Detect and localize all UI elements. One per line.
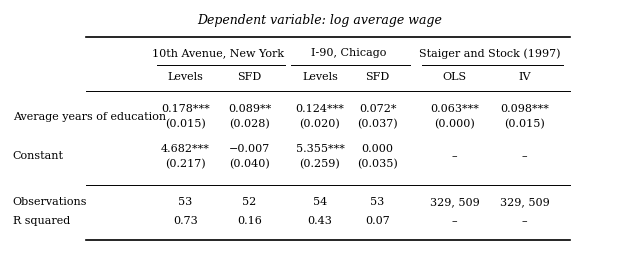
Text: –: – [452, 216, 457, 226]
Text: Average years of education: Average years of education [13, 112, 166, 122]
Text: (0.020): (0.020) [300, 119, 340, 130]
Text: –: – [522, 216, 527, 226]
Text: 0.43: 0.43 [308, 216, 332, 226]
Text: (0.035): (0.035) [357, 159, 398, 169]
Text: 0.000: 0.000 [362, 144, 394, 154]
Text: 54: 54 [313, 197, 327, 207]
Text: I-90, Chicago: I-90, Chicago [311, 48, 387, 58]
Text: 0.089**: 0.089** [228, 104, 271, 114]
Text: (0.217): (0.217) [165, 159, 206, 169]
Text: –: – [522, 151, 527, 161]
Text: Constant: Constant [13, 151, 64, 161]
Text: (0.015): (0.015) [504, 119, 545, 130]
Text: OLS: OLS [442, 72, 467, 83]
Text: 0.063***: 0.063*** [430, 104, 479, 114]
Text: 10th Avenue, New York: 10th Avenue, New York [152, 48, 284, 58]
Text: 0.178***: 0.178*** [161, 104, 210, 114]
Text: (0.259): (0.259) [300, 159, 340, 169]
Text: 53: 53 [371, 197, 385, 207]
Text: (0.015): (0.015) [165, 119, 206, 130]
Text: R squared: R squared [13, 216, 70, 226]
Text: (0.000): (0.000) [434, 119, 475, 130]
Text: SFD: SFD [237, 72, 262, 83]
Text: 0.124***: 0.124*** [296, 104, 344, 114]
Text: 329, 509: 329, 509 [500, 197, 550, 207]
Text: Staiger and Stock (1997): Staiger and Stock (1997) [419, 48, 561, 59]
Text: 52: 52 [243, 197, 257, 207]
Text: 0.098***: 0.098*** [500, 104, 549, 114]
Text: Dependent variable: log average wage: Dependent variable: log average wage [198, 14, 442, 27]
Text: Observations: Observations [13, 197, 87, 207]
Text: (0.040): (0.040) [229, 159, 270, 169]
Text: Levels: Levels [168, 72, 204, 83]
Text: (0.037): (0.037) [357, 119, 398, 130]
Text: 0.73: 0.73 [173, 216, 198, 226]
Text: 329, 509: 329, 509 [429, 197, 479, 207]
Text: 0.16: 0.16 [237, 216, 262, 226]
Text: 5.355***: 5.355*** [296, 144, 344, 154]
Text: 4.682***: 4.682*** [161, 144, 210, 154]
Text: −0.007: −0.007 [229, 144, 270, 154]
Text: SFD: SFD [365, 72, 390, 83]
Text: (0.028): (0.028) [229, 119, 270, 130]
Text: –: – [452, 151, 457, 161]
Text: IV: IV [518, 72, 531, 83]
Text: 0.07: 0.07 [365, 216, 390, 226]
Text: 0.072*: 0.072* [359, 104, 396, 114]
Text: 53: 53 [179, 197, 193, 207]
Text: Levels: Levels [302, 72, 338, 83]
